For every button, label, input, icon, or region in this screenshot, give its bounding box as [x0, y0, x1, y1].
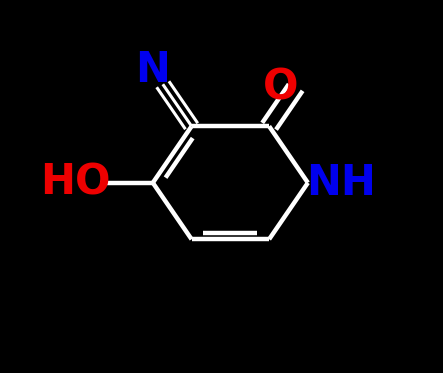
Text: O: O	[262, 66, 298, 109]
Text: NH: NH	[306, 162, 376, 204]
Text: HO: HO	[40, 162, 111, 204]
Text: N: N	[136, 49, 170, 91]
